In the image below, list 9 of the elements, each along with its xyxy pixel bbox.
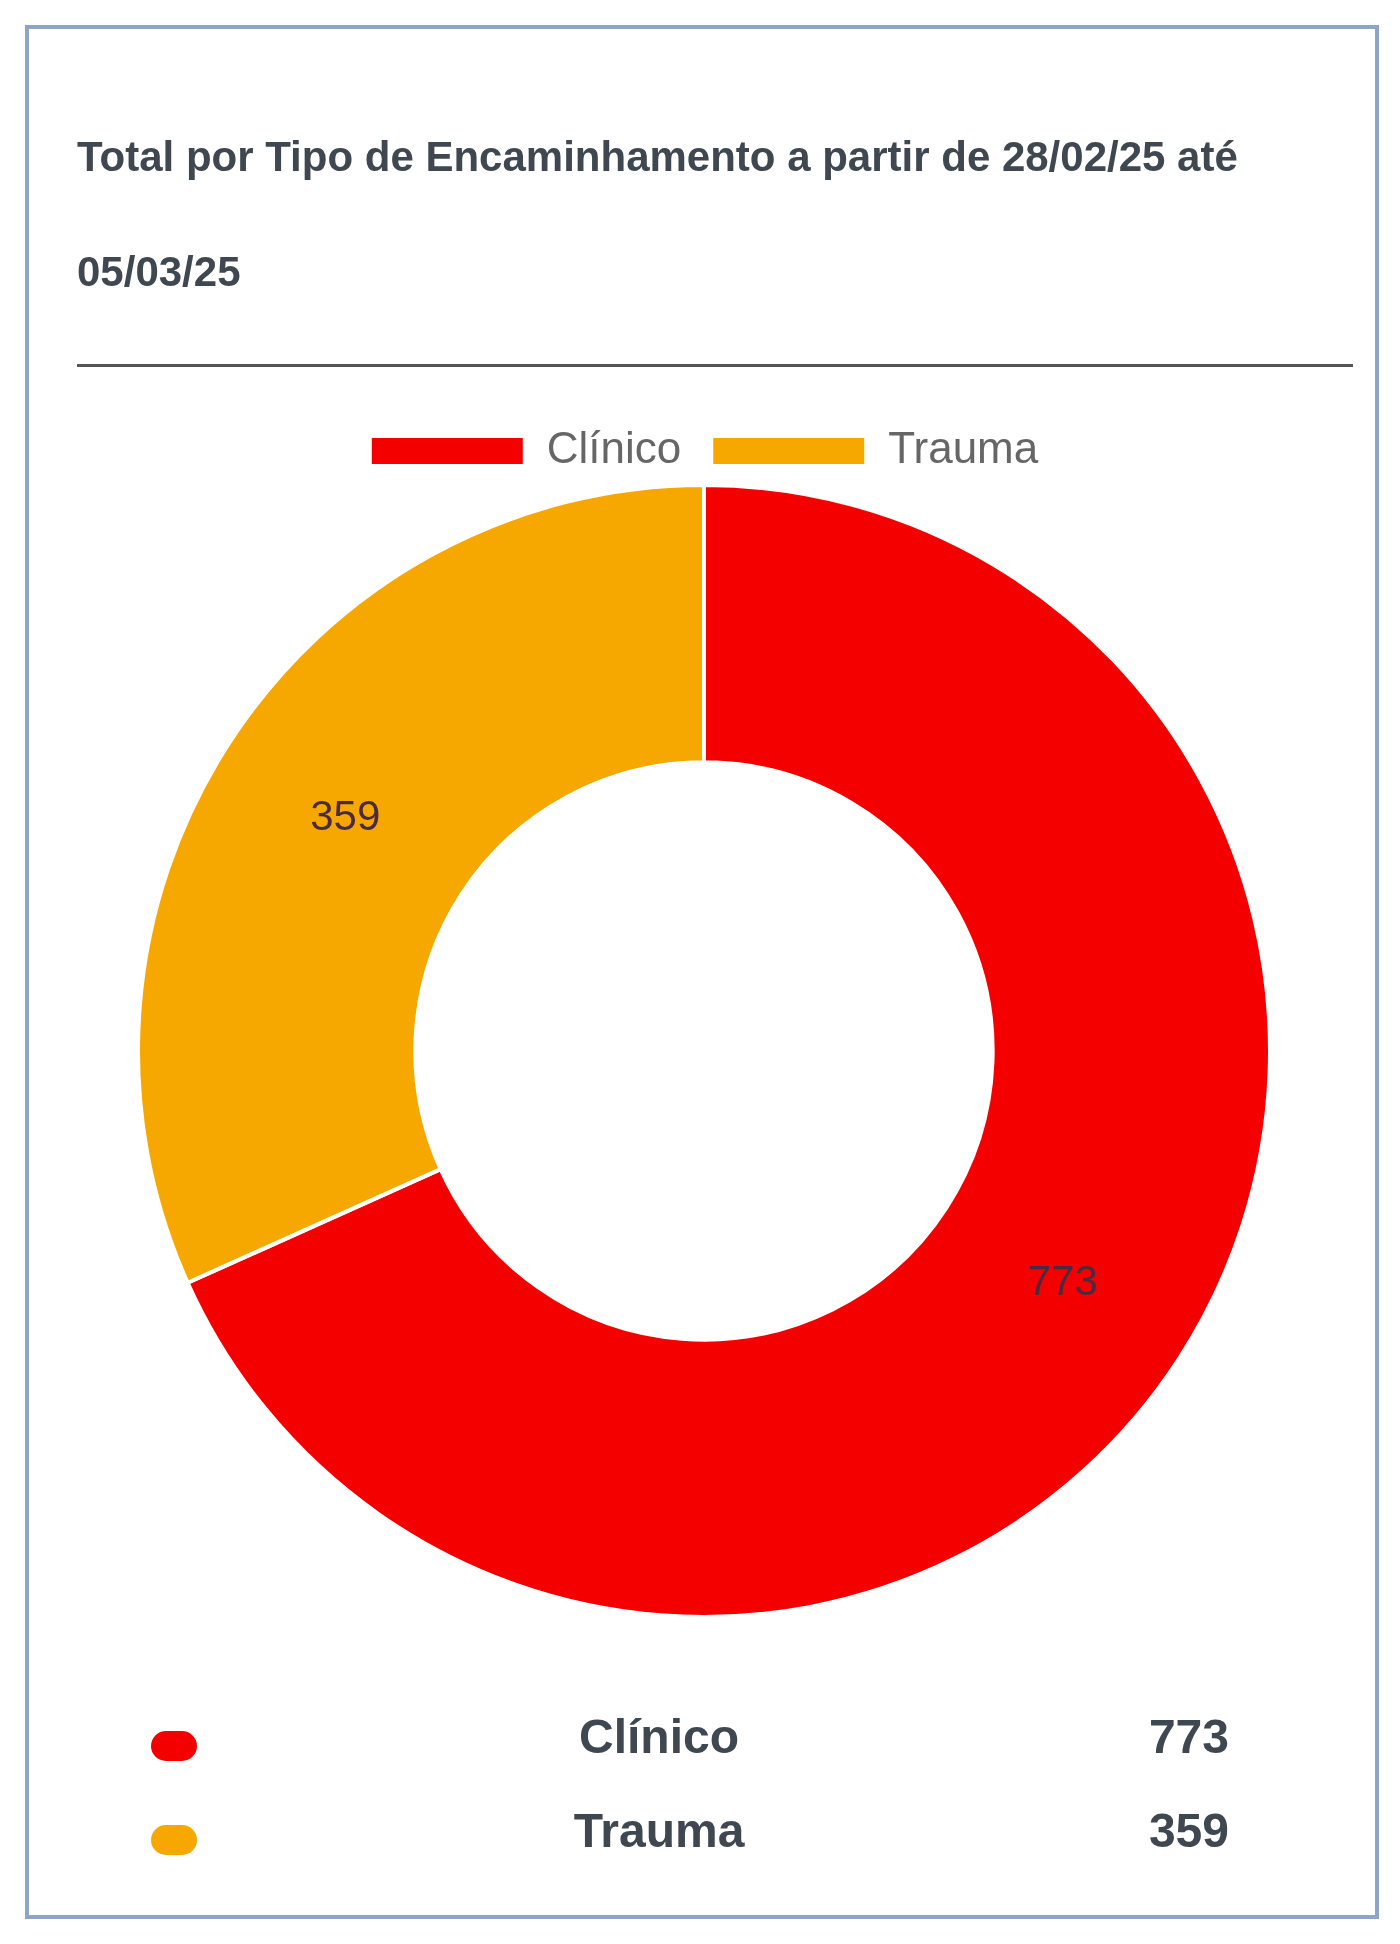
chart-title: Total por Tipo de Encaminhamento a partir de 28/02/25 até 05/03/25	[77, 133, 1238, 295]
data-label: 359	[310, 792, 381, 840]
slice-label: Clínico	[578, 1709, 740, 1764]
category-label: Trauma	[573, 1804, 745, 1857]
legend-label: Clínico	[546, 423, 682, 473]
legend-label: Trauma	[888, 423, 1039, 473]
data-label: 773	[1027, 1256, 1098, 1304]
text: 773	[1147, 1709, 1229, 1764]
text: 359	[1147, 1803, 1229, 1858]
